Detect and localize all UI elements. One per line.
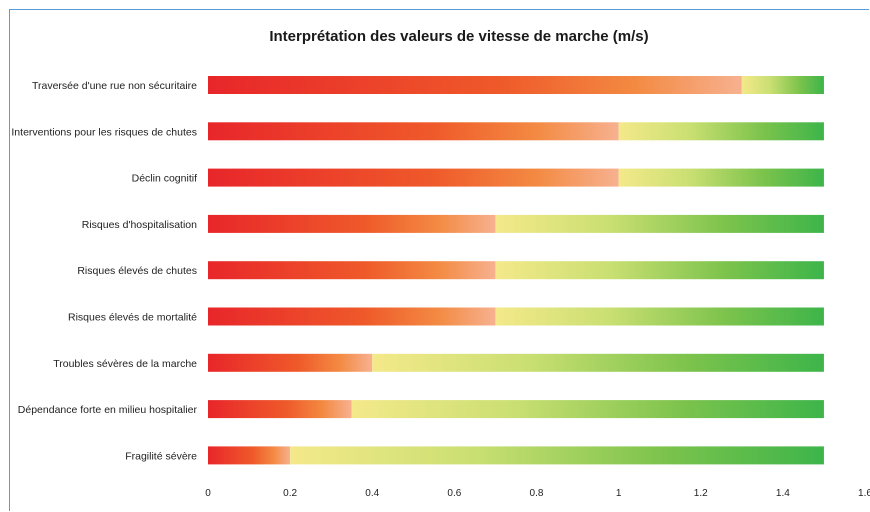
bar-segment-green-2 [618,168,824,187]
category-label: Troubles sévères de la marche [53,358,197,370]
x-tick-label: 1.2 [694,488,708,499]
category-label: Risques élevés de mortalité [68,312,197,324]
bar-segment-green-7 [351,400,824,419]
category-label: Risques élevés de chutes [77,265,197,277]
bar-segment-green-3 [495,214,824,233]
bar-segment-red-7 [208,400,352,419]
category-label: Risques d'hospitalisation [82,219,197,231]
x-tick-label: 1.6 [858,488,870,499]
bar-segment-green-6 [372,353,824,372]
bar-segment-red-8 [208,446,291,465]
bar-segment-red-5 [208,307,496,326]
x-tick-label: 0 [205,488,211,499]
category-label: Déclin cognitif [132,173,197,185]
category-label: Fragilité sévère [125,450,197,462]
bar-segment-green-4 [495,261,824,280]
bar-segment-green-5 [495,307,824,326]
category-label: Traversée d'une rue non sécuritaire [32,80,197,92]
bar-segment-red-0 [208,76,742,94]
bar-segment-green-8 [290,446,824,465]
bar-segment-red-1 [208,122,619,141]
x-tick-label: 0.2 [283,488,297,499]
category-label: Dépendance forte en milieu hospitalier [18,404,198,416]
bar-segment-red-3 [208,214,496,233]
category-label: Interventions pour les risques de chutes [11,126,197,138]
x-tick-label: 0.8 [530,488,544,499]
bar-segment-red-4 [208,261,496,280]
bar-segment-red-2 [208,168,619,187]
bar-segment-green-1 [618,122,824,141]
chart-title: Interprétation des valeurs de vitesse de… [269,28,649,45]
x-tick-label: 1 [616,488,622,499]
x-tick-label: 0.4 [365,488,379,499]
x-tick-label: 1.4 [776,488,790,499]
x-tick-label: 0.6 [447,488,461,499]
bar-segment-red-6 [208,353,373,372]
bar-segment-green-0 [741,76,824,94]
